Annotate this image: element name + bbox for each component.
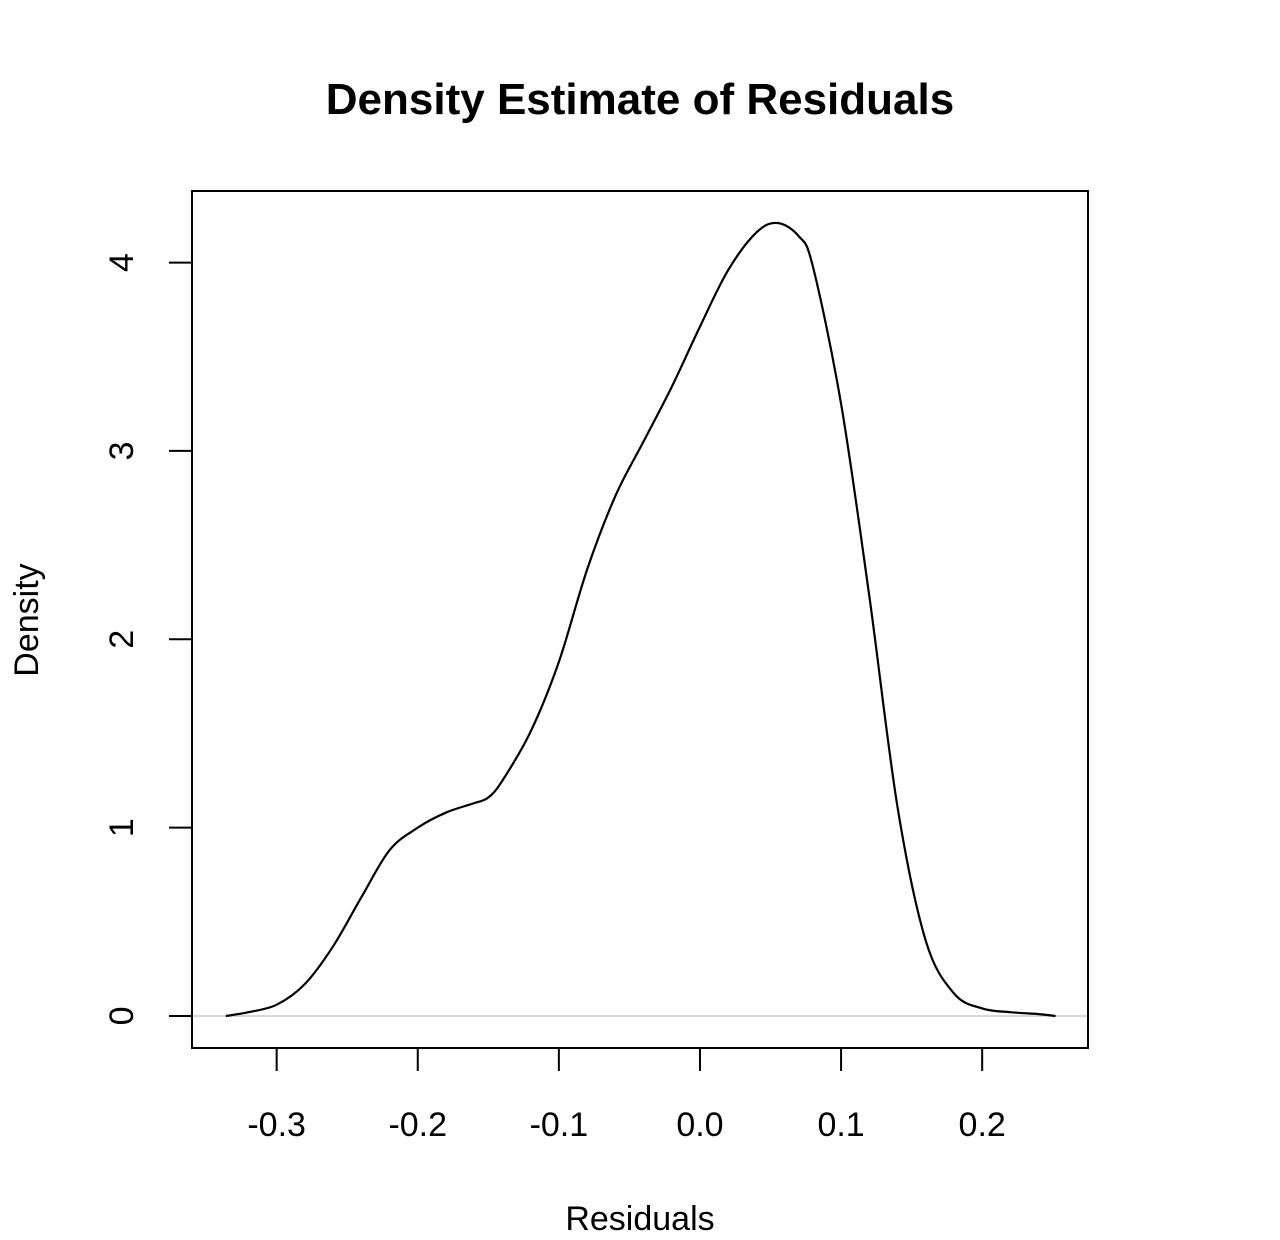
x-tick-label: -0.3: [247, 1106, 306, 1144]
y-tick-label: 3: [103, 441, 141, 460]
y-axis-label: Density: [8, 563, 46, 676]
x-tick-label: 0.0: [676, 1106, 723, 1144]
y-tick-label: 2: [103, 630, 141, 649]
plot-frame: [191, 190, 1089, 1049]
x-tick-label: -0.2: [388, 1106, 447, 1144]
x-tick-label: 0.1: [817, 1106, 864, 1144]
x-axis-label: Residuals: [565, 1200, 714, 1238]
y-tick-label: 1: [103, 818, 141, 837]
chart-title: Density Estimate of Residuals: [326, 75, 954, 124]
x-tick-label: 0.2: [959, 1106, 1006, 1144]
x-tick-label: -0.1: [530, 1106, 589, 1144]
y-tick-label: 0: [103, 1007, 141, 1026]
y-tick-label: 4: [103, 253, 141, 272]
y-axis: 0 1 2 3 4: [103, 253, 192, 1025]
x-axis: -0.3 -0.2 -0.1 0.0 0.1 0.2: [247, 1048, 1006, 1144]
density-curve: [225, 221, 1056, 1018]
